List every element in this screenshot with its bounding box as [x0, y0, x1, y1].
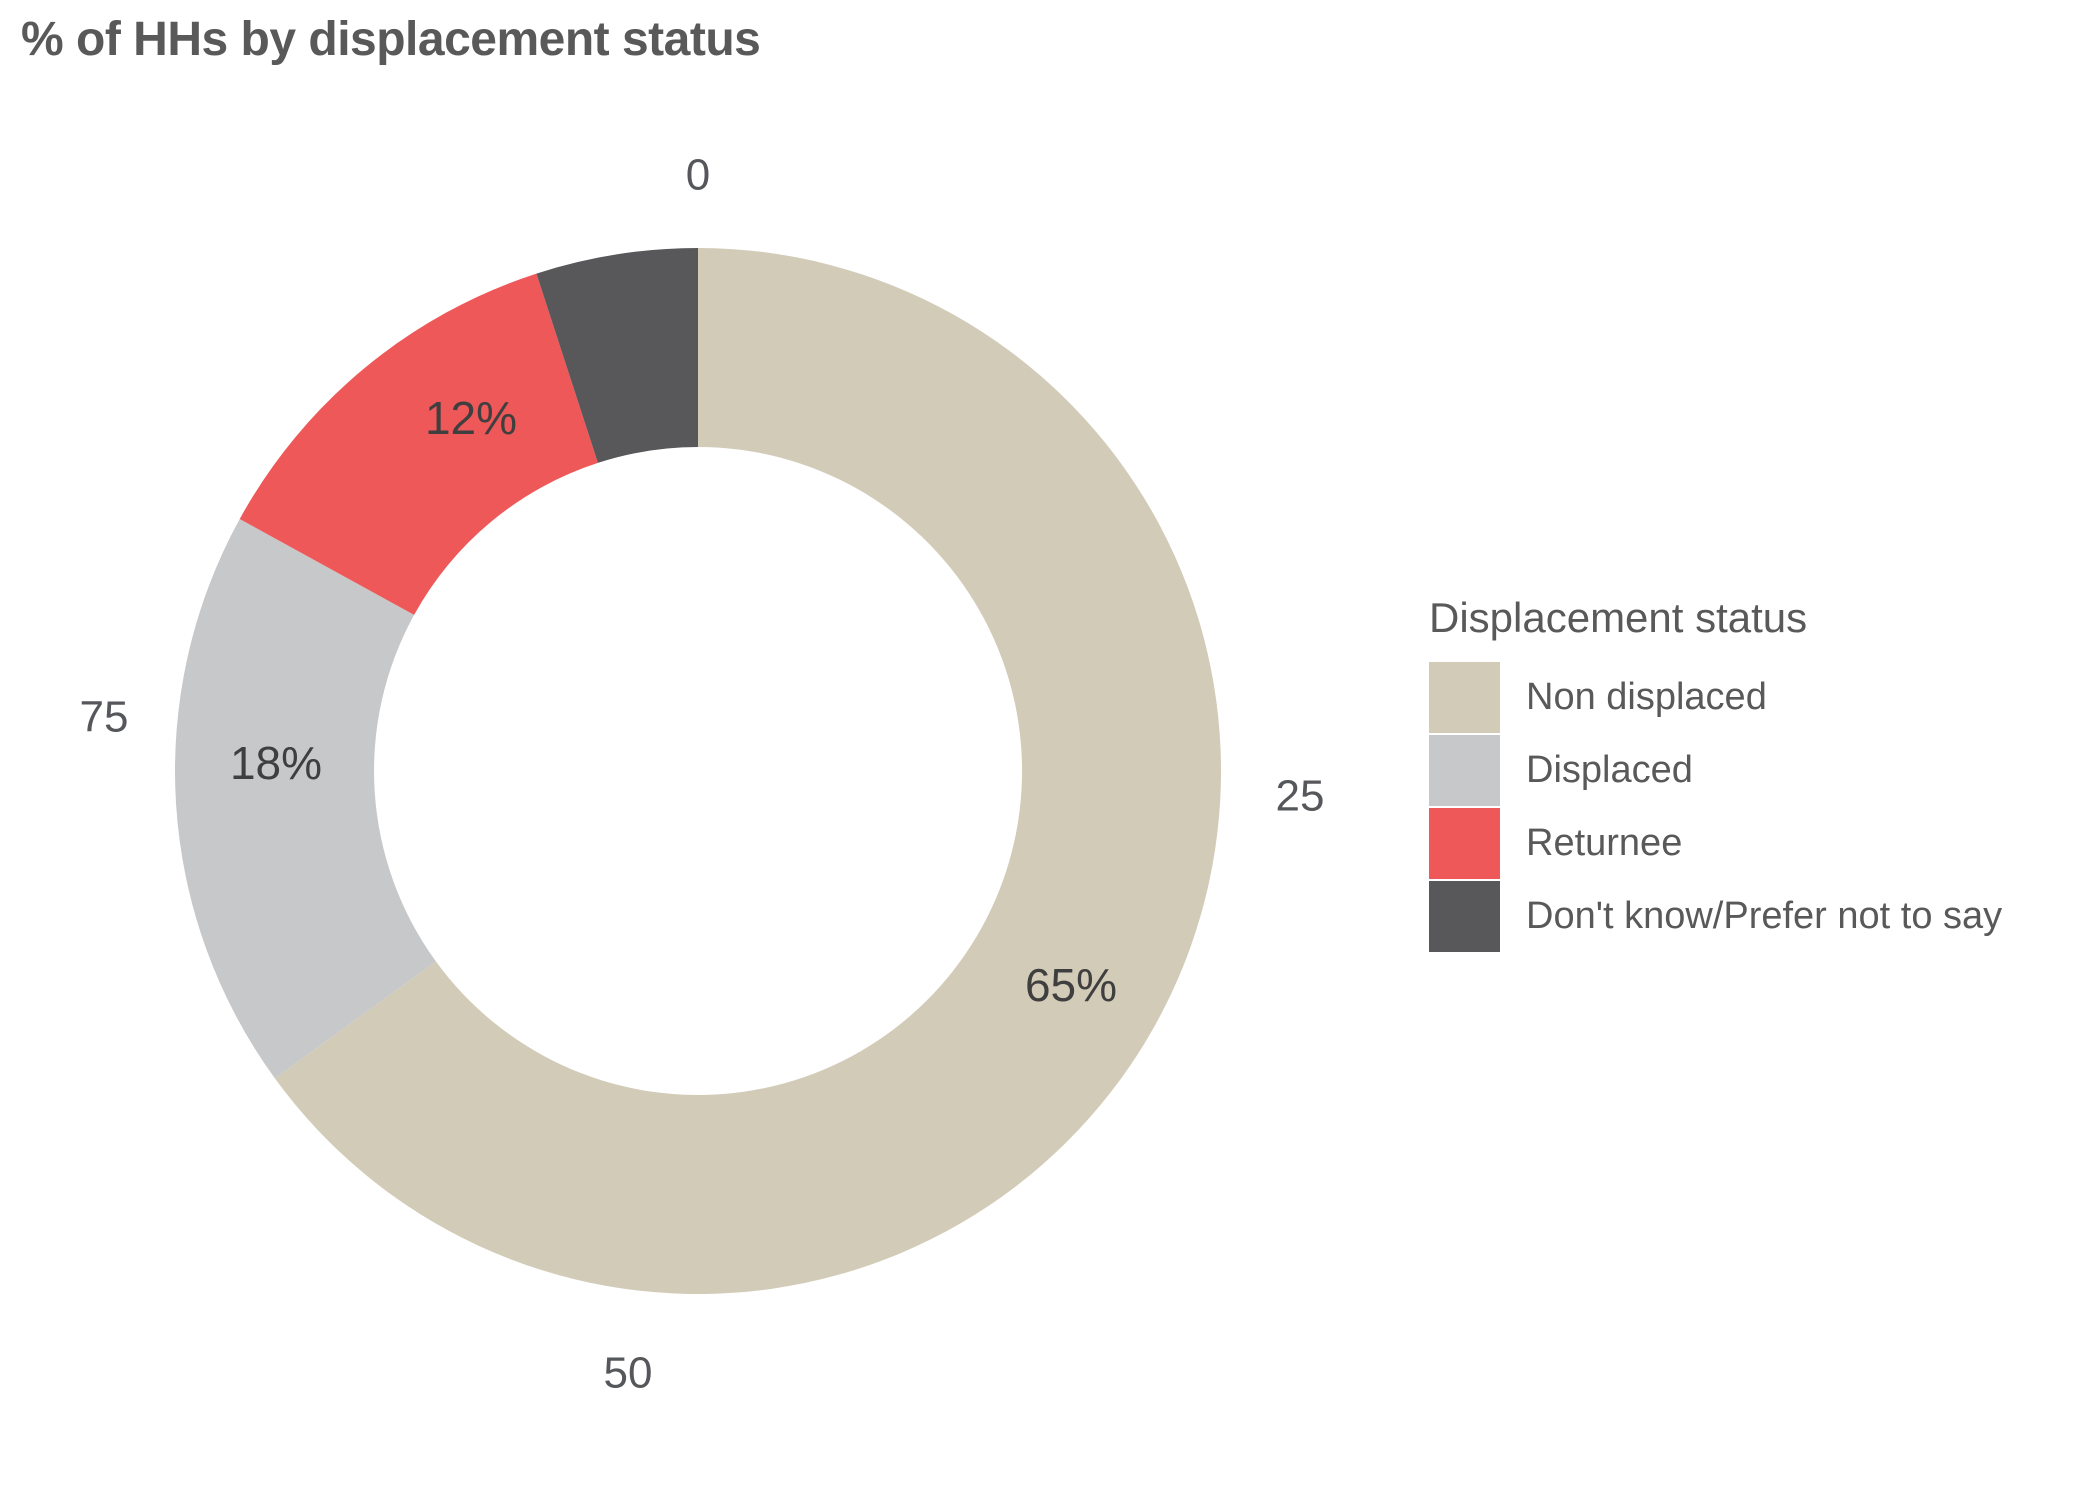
- scale-tick-50: 50: [604, 1349, 653, 1398]
- legend-items: Non displaced Displaced Returnee Don't know…: [1429, 662, 2002, 952]
- legend-title: Displacement status: [1429, 594, 1808, 641]
- legend-label-returnee: Returnee: [1526, 822, 1683, 864]
- legend-swatch-non-displaced: [1429, 662, 1500, 733]
- slice-non-displaced[interactable]: [274, 247, 1222, 1294]
- slice-label-returnee: 12%: [425, 392, 517, 444]
- scale-tick-0: 0: [686, 151, 710, 200]
- legend-swatch-displaced: [1429, 735, 1500, 806]
- chart-title: % of HHs by displacement status: [21, 13, 761, 66]
- slice-label-non-displaced: 65%: [1025, 959, 1117, 1011]
- legend-item-non-displaced[interactable]: Non displaced: [1429, 662, 2002, 733]
- legend-label-don-t-know-prefer-not-to-say: Don't know/Prefer not to say: [1526, 895, 2003, 937]
- slice-label-displaced: 18%: [230, 737, 322, 789]
- legend-item-don-t-know-prefer-not-to-say[interactable]: Don't know/Prefer not to say: [1429, 881, 2002, 952]
- slice-displaced[interactable]: [175, 519, 436, 1079]
- legend-item-returnee[interactable]: Returnee: [1429, 808, 2002, 879]
- legend-label-non-displaced: Non displaced: [1526, 676, 1767, 718]
- legend: Displacement status Non displaced Displac…: [1429, 594, 2002, 952]
- legend-swatch-returnee: [1429, 808, 1500, 879]
- slice-returnee[interactable]: [239, 273, 598, 615]
- legend-label-displaced: Displaced: [1526, 749, 1693, 791]
- slice-don-t-know-prefer-not-to-say[interactable]: [536, 248, 698, 463]
- scale-tick-25: 25: [1276, 772, 1325, 821]
- legend-swatch-don-t-know-prefer-not-to-say: [1429, 881, 1500, 952]
- scale-tick-75: 75: [80, 693, 129, 742]
- legend-item-displaced[interactable]: Displaced: [1429, 735, 2002, 806]
